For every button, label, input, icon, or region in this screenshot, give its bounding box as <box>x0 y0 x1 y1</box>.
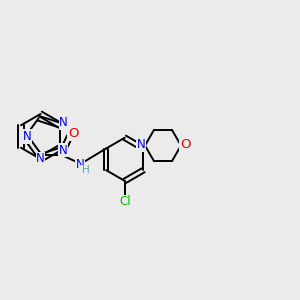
Text: Cl: Cl <box>119 195 130 208</box>
Text: N: N <box>137 138 146 152</box>
Text: N: N <box>36 152 45 166</box>
Text: N: N <box>22 130 31 143</box>
Text: H: H <box>82 165 89 176</box>
Text: N: N <box>58 144 68 157</box>
Text: N: N <box>76 158 84 171</box>
Text: O: O <box>180 138 190 152</box>
Text: N: N <box>59 116 68 129</box>
Text: O: O <box>68 127 79 140</box>
